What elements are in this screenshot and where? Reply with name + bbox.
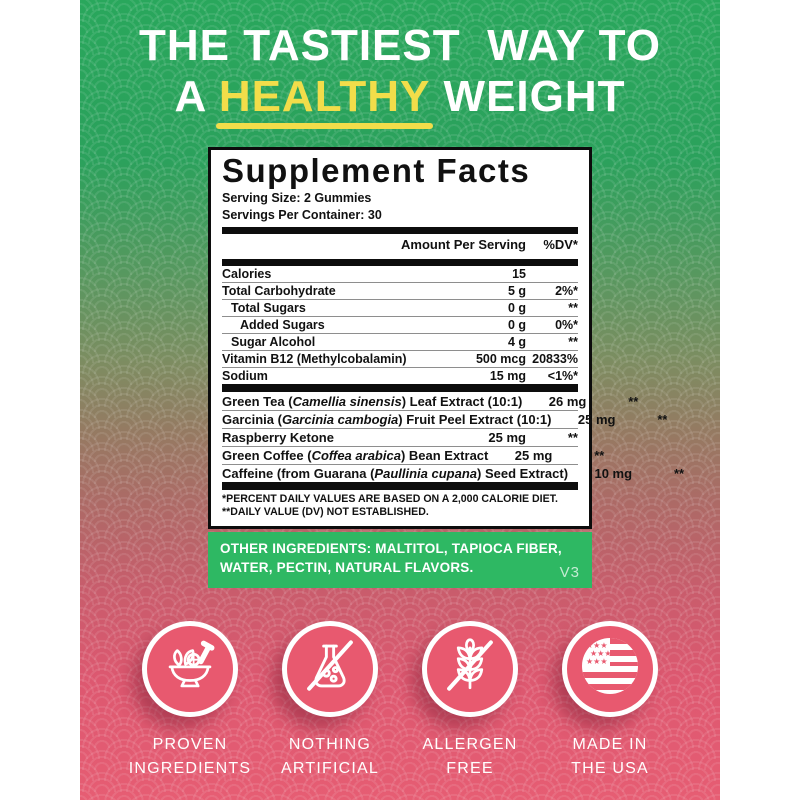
svg-text:★★★: ★★★ bbox=[586, 641, 608, 650]
nutrient-row: Green Tea (Camellia sinensis) Leaf Extra… bbox=[222, 392, 638, 409]
nutrient-dv: ** bbox=[594, 447, 605, 463]
nutrient-name: Caffeine (from Guarana (Paullinia cupana… bbox=[222, 465, 569, 481]
amount-column-header: Amount Per Serving bbox=[401, 237, 526, 253]
thick-divider bbox=[222, 481, 578, 490]
headline-line2: A HEALTHY WEIGHT bbox=[139, 71, 661, 130]
nutrient-rows: Calories 15 Total Carbohydrate 5 g 2%* Total … bbox=[222, 266, 578, 384]
nutrient-dv: 20833% bbox=[532, 352, 578, 367]
supplement-facts-panel: Supplement Facts Serving Size: 2 Gummies… bbox=[208, 146, 684, 529]
nutrient-dv: <1%* bbox=[547, 369, 578, 384]
badge-nothing-artificial: NOTHING ARTIFICIAL bbox=[281, 620, 379, 783]
nutrient-amount: 25 mg bbox=[514, 447, 553, 463]
nutrient-name: Sugar Alcohol bbox=[231, 335, 316, 350]
thick-divider bbox=[222, 227, 578, 235]
nutrient-name: Green Tea (Camellia sinensis) Leaf Extra… bbox=[222, 393, 523, 409]
badge-allergen-free: ALLERGEN FREE bbox=[422, 620, 518, 783]
nutrient-row: Total Carbohydrate 5 g 2%* bbox=[222, 282, 578, 299]
nutrient-dv: ** bbox=[568, 335, 578, 350]
nutrient-name: Added Sugars bbox=[240, 318, 325, 333]
hero-headline: THE TASTIEST WAY TO A HEALTHY WEIGHT bbox=[138, 20, 661, 130]
nutrient-name: Vitamin B12 (Methylcobalamin) bbox=[222, 352, 407, 367]
svg-text:★★★: ★★★ bbox=[590, 649, 612, 658]
servings-per-container: Servings Per Container: 30 bbox=[222, 207, 382, 222]
extract-rows: Green Tea (Camellia sinensis) Leaf Extra… bbox=[222, 392, 684, 482]
headline-prefix: A bbox=[174, 72, 219, 122]
nutrient-amount: 5 g bbox=[507, 284, 526, 299]
headline-line1: THE TASTIEST WAY TO bbox=[138, 21, 661, 70]
badge-circle bbox=[282, 620, 378, 717]
nutrient-row: Raspberry Ketone 25 mg ** bbox=[222, 427, 578, 446]
thick-divider bbox=[222, 259, 578, 267]
nutrient-dv: ** bbox=[628, 393, 639, 409]
nutrient-amount: 25 mg bbox=[577, 411, 616, 427]
nutrient-row: Vitamin B12 (Methylcobalamin) 500 mcg 2083… bbox=[222, 350, 578, 367]
nutrient-name: Green Coffee (Coffea arabica) Bean Extra… bbox=[222, 447, 489, 463]
badge-label: NOTHING ARTIFICIAL bbox=[281, 735, 379, 778]
nutrient-amount: 0 g bbox=[507, 301, 526, 316]
nutrient-name: Garcinia (Garcinia cambogia) Fruit Peel … bbox=[222, 411, 552, 427]
nutrient-dv: ** bbox=[567, 429, 578, 445]
other-ingredients-box: OTHER INGREDIENTS: MALTITOL, TAPIOCA FIB… bbox=[208, 531, 592, 588]
nutrient-name: Total Carbohydrate bbox=[222, 284, 336, 299]
feature-badges: PROVEN INGREDIENTS bbox=[129, 620, 658, 783]
nutrient-amount: 500 mcg bbox=[475, 352, 526, 367]
no-artificial-flask-icon bbox=[301, 637, 359, 700]
badge-circle bbox=[142, 620, 238, 717]
label-artwork: THE TASTIEST WAY TO A HEALTHY WEIGHT Sup… bbox=[80, 0, 720, 800]
badge-made-in-usa: ★★★ ★★★ ★★★ MADE IN THE USA bbox=[562, 620, 658, 783]
nutrient-dv: 2%* bbox=[555, 284, 578, 299]
nutrient-row: Sodium 15 mg <1%* bbox=[222, 367, 578, 384]
badge-proven-ingredients: PROVEN INGREDIENTS bbox=[129, 620, 250, 783]
nutrient-name: Sodium bbox=[222, 369, 268, 384]
allergen-free-wheat-icon bbox=[441, 637, 499, 700]
nutrient-amount: 26 mg bbox=[548, 393, 587, 409]
version-tag: V3 bbox=[559, 563, 580, 581]
nutrient-dv: ** bbox=[568, 301, 578, 316]
other-ingredients-text: MALTITOL, TAPIOCA FIBER, WATER, PECTIN, … bbox=[220, 540, 562, 575]
column-header-row: Amount Per Serving %DV* bbox=[222, 234, 578, 255]
nutrient-dv: 0%* bbox=[555, 318, 578, 333]
nutrient-row: Garcinia (Garcinia cambogia) Fruit Peel … bbox=[222, 409, 667, 428]
badge-label: MADE IN THE USA bbox=[571, 735, 649, 778]
nutrient-amount: 15 mg bbox=[489, 369, 526, 384]
nutrient-dv: ** bbox=[657, 411, 668, 427]
usa-flag-icon: ★★★ ★★★ ★★★ bbox=[578, 634, 642, 703]
nutrient-name: Raspberry Ketone bbox=[222, 429, 334, 445]
badge-label: ALLERGEN FREE bbox=[422, 735, 518, 778]
nutrient-amount: 0 g bbox=[507, 318, 526, 333]
other-ingredients-label: OTHER INGREDIENTS: bbox=[220, 540, 372, 556]
mortar-pestle-icon bbox=[161, 637, 219, 700]
badge-circle bbox=[422, 620, 518, 717]
nutrient-row: Calories 15 bbox=[222, 266, 578, 282]
headline-suffix: WEIGHT bbox=[430, 72, 626, 122]
nutrient-dv: ** bbox=[673, 465, 685, 481]
nutrient-row: Caffeine (from Guarana (Paullinia cupana… bbox=[222, 463, 684, 482]
nutrient-amount: 25 mg bbox=[488, 429, 526, 445]
footnote-dv-not-established: **DAILY VALUE (DV) NOT ESTABLISHED. bbox=[222, 506, 429, 519]
dv-column-header: %DV* bbox=[543, 237, 578, 253]
nutrient-row: Added Sugars 0 g 0%* bbox=[222, 316, 578, 333]
nutrient-amount: 4 g bbox=[507, 335, 526, 350]
thick-divider bbox=[222, 384, 578, 393]
footnote-daily-values: *PERCENT DAILY VALUES ARE BASED ON A 2,0… bbox=[222, 492, 558, 505]
nutrient-row: Total Sugars 0 g ** bbox=[222, 299, 578, 316]
nutrient-row: Green Coffee (Coffea arabica) Bean Extra… bbox=[222, 445, 604, 464]
svg-text:★★★: ★★★ bbox=[586, 657, 608, 666]
nutrient-amount: 15 bbox=[512, 267, 526, 282]
badge-circle: ★★★ ★★★ ★★★ bbox=[562, 620, 658, 717]
nutrient-amount: 10 mg bbox=[594, 465, 633, 481]
serving-size: Serving Size: 2 Gummies bbox=[222, 190, 372, 205]
nutrient-row: Sugar Alcohol 4 g ** bbox=[222, 333, 578, 350]
badge-label: PROVEN INGREDIENTS bbox=[128, 735, 252, 778]
headline-highlight: HEALTHY bbox=[215, 72, 433, 130]
nutrient-name: Total Sugars bbox=[231, 301, 306, 316]
panel-title: Supplement Facts bbox=[222, 151, 531, 189]
nutrient-name: Calories bbox=[222, 267, 272, 282]
